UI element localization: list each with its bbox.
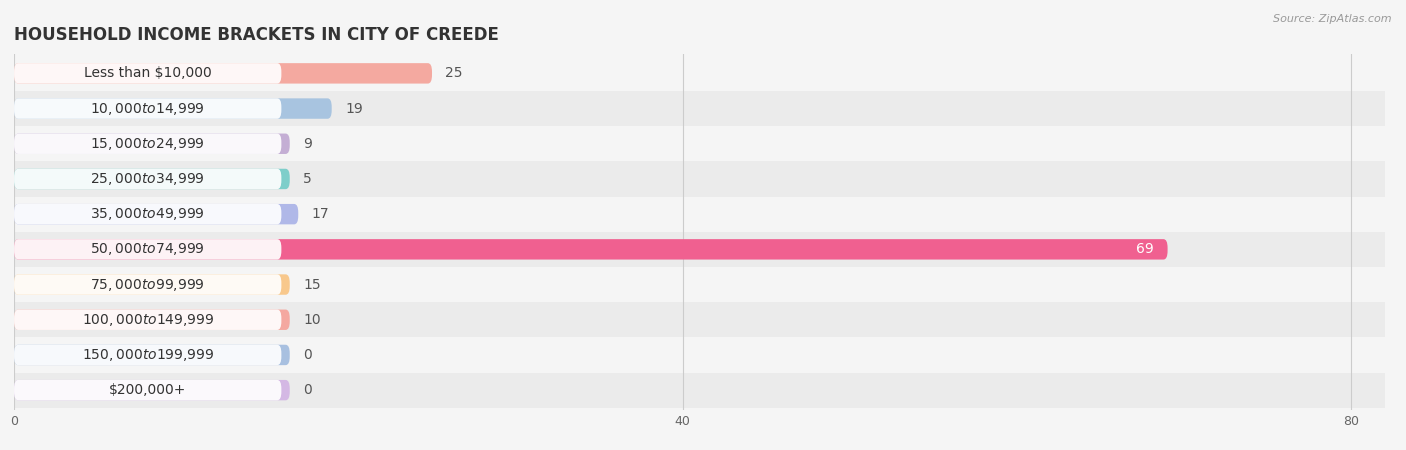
Text: 5: 5 [304, 172, 312, 186]
Text: 10: 10 [304, 313, 321, 327]
FancyBboxPatch shape [14, 232, 1385, 267]
FancyBboxPatch shape [14, 56, 1385, 91]
FancyBboxPatch shape [14, 310, 281, 330]
FancyBboxPatch shape [14, 267, 1385, 302]
FancyBboxPatch shape [14, 204, 281, 225]
FancyBboxPatch shape [14, 91, 1385, 126]
Text: 69: 69 [1136, 243, 1154, 256]
FancyBboxPatch shape [14, 345, 281, 365]
FancyBboxPatch shape [14, 204, 298, 225]
FancyBboxPatch shape [14, 345, 290, 365]
Text: 15: 15 [304, 278, 321, 292]
Text: $15,000 to $24,999: $15,000 to $24,999 [90, 136, 205, 152]
FancyBboxPatch shape [14, 169, 290, 189]
Text: $10,000 to $14,999: $10,000 to $14,999 [90, 100, 205, 117]
FancyBboxPatch shape [14, 63, 281, 84]
FancyBboxPatch shape [14, 239, 1167, 260]
Text: Less than $10,000: Less than $10,000 [84, 66, 211, 81]
FancyBboxPatch shape [14, 162, 1385, 197]
Text: 0: 0 [304, 383, 312, 397]
FancyBboxPatch shape [14, 380, 290, 400]
Text: $50,000 to $74,999: $50,000 to $74,999 [90, 241, 205, 257]
Text: $25,000 to $34,999: $25,000 to $34,999 [90, 171, 205, 187]
FancyBboxPatch shape [14, 239, 281, 260]
Text: $75,000 to $99,999: $75,000 to $99,999 [90, 277, 205, 292]
FancyBboxPatch shape [14, 99, 332, 119]
FancyBboxPatch shape [14, 134, 290, 154]
FancyBboxPatch shape [14, 338, 1385, 373]
Text: $100,000 to $149,999: $100,000 to $149,999 [82, 312, 214, 328]
FancyBboxPatch shape [14, 274, 281, 295]
FancyBboxPatch shape [14, 274, 290, 295]
Text: HOUSEHOLD INCOME BRACKETS IN CITY OF CREEDE: HOUSEHOLD INCOME BRACKETS IN CITY OF CRE… [14, 26, 499, 44]
Text: $200,000+: $200,000+ [110, 383, 187, 397]
Text: 9: 9 [304, 137, 312, 151]
Text: 25: 25 [446, 66, 463, 81]
FancyBboxPatch shape [14, 126, 1385, 162]
FancyBboxPatch shape [14, 169, 281, 189]
FancyBboxPatch shape [14, 99, 281, 119]
Text: Source: ZipAtlas.com: Source: ZipAtlas.com [1274, 14, 1392, 23]
FancyBboxPatch shape [14, 310, 290, 330]
Text: 17: 17 [312, 207, 329, 221]
Text: $35,000 to $49,999: $35,000 to $49,999 [90, 206, 205, 222]
FancyBboxPatch shape [14, 197, 1385, 232]
FancyBboxPatch shape [14, 302, 1385, 338]
FancyBboxPatch shape [14, 380, 281, 400]
FancyBboxPatch shape [14, 134, 281, 154]
Text: 19: 19 [344, 102, 363, 116]
FancyBboxPatch shape [14, 373, 1385, 408]
Text: $150,000 to $199,999: $150,000 to $199,999 [82, 347, 214, 363]
Text: 0: 0 [304, 348, 312, 362]
FancyBboxPatch shape [14, 63, 432, 84]
